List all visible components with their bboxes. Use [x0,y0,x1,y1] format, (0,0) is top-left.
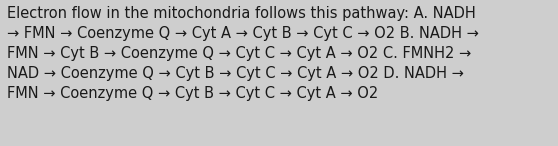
Text: Electron flow in the mitochondria follows this pathway: A. NADH
→ FMN → Coenzyme: Electron flow in the mitochondria follow… [7,6,479,101]
